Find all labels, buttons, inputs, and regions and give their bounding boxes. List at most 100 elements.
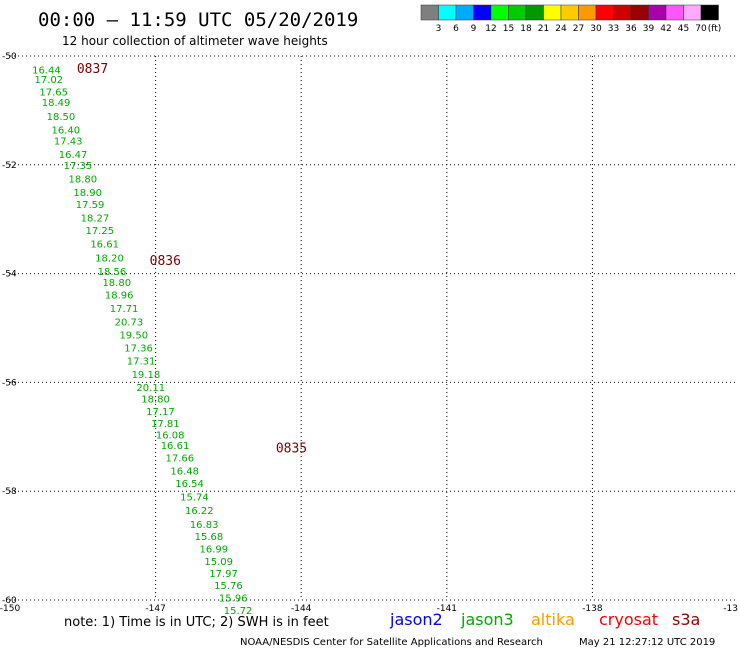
y-tick-label: -54: [2, 270, 17, 280]
color-swatch: [543, 4, 562, 21]
swh-value: 17.36: [124, 344, 153, 355]
satellite-legend: jason2 jason3 altika cryosat s3a: [389, 610, 700, 629]
satellite-legend-cryosat: cryosat: [599, 610, 658, 629]
chart-note: note: 1) Time is in UTC; 2) SWH is in fe…: [64, 615, 329, 630]
swh-value: 16.40: [51, 125, 80, 136]
time-label: 0836: [150, 254, 181, 269]
swh-value: 17.17: [146, 407, 175, 418]
swh-value: 15.72: [224, 606, 253, 617]
color-swatch: [648, 4, 667, 21]
color-swatch: [578, 4, 597, 21]
swh-value: 20.11: [136, 383, 165, 394]
scale-label: 21: [538, 24, 549, 34]
satellite-legend-jason2: jason2: [389, 610, 443, 629]
swh-value: 15.74: [180, 493, 209, 504]
swh-value: 19.50: [119, 331, 148, 342]
swh-value: 17.02: [35, 75, 64, 86]
scale-label: 70: [695, 24, 707, 34]
scale-label: 42: [660, 24, 671, 34]
swh-value: 16.61: [161, 441, 190, 452]
scale-label: 30: [590, 24, 602, 34]
color-swatch: [490, 4, 509, 21]
scale-label: 3: [436, 24, 442, 34]
swh-value: 18.20: [95, 253, 124, 264]
color-swatch: [595, 4, 614, 21]
timestamp-text: May 21 12:27:12 UTC 2019: [579, 637, 715, 648]
chart-subtitle: 12 hour collection of altimeter wave hei…: [62, 34, 328, 48]
satellite-legend-s3a: s3a: [672, 610, 700, 629]
x-tick-label: -141: [437, 604, 457, 614]
y-axis-ticks: -50 -52 -54 -56 -58 -60: [2, 52, 17, 606]
swh-value: 16.83: [190, 520, 219, 531]
color-swatch: [508, 4, 527, 21]
swh-value: 18.96: [105, 290, 134, 301]
color-swatch: [683, 4, 702, 21]
color-swatch: [665, 4, 684, 21]
swh-value: 18.50: [47, 112, 76, 123]
color-swatch: [525, 4, 544, 21]
y-tick-label: -60: [2, 596, 17, 606]
scale-label: 36: [625, 24, 637, 34]
scale-label: 39: [643, 24, 655, 34]
scale-label: 24: [555, 24, 567, 34]
swh-value: 17.25: [85, 226, 114, 237]
swh-value: 15.09: [204, 557, 233, 568]
time-label: 0835: [276, 442, 307, 457]
x-tick-label: -144: [291, 604, 312, 614]
color-swatch: [630, 4, 649, 21]
swh-value: 16.99: [200, 544, 229, 555]
scale-label: 45: [678, 24, 689, 34]
swh-value: 17.59: [76, 200, 105, 211]
satellite-legend-jason3: jason3: [460, 610, 514, 629]
swh-value: 18.80: [102, 278, 131, 289]
swh-value: 16.61: [90, 240, 119, 251]
swh-value: 18.80: [141, 395, 170, 406]
color-swatch: [700, 4, 719, 21]
y-tick-label: -56: [2, 378, 17, 388]
swh-value: 15.68: [195, 532, 224, 543]
color-swatch: [473, 4, 492, 21]
time-label: 0837: [77, 62, 108, 77]
x-tick-label: -150: [0, 604, 20, 614]
swh-value: 16.54: [175, 479, 204, 490]
x-tick-label: -138: [582, 604, 603, 614]
swh-value: 17.97: [209, 569, 238, 580]
color-swatch: [560, 4, 579, 21]
grid: [10, 55, 738, 601]
swh-value: 18.49: [42, 98, 71, 109]
scale-label: 33: [608, 24, 619, 34]
swh-value: 18.27: [81, 214, 110, 225]
swh-value: 17.65: [39, 87, 68, 98]
x-axis-ticks: -150 -147 -144 -141 -138 -13: [0, 604, 738, 614]
scale-label: 9: [471, 24, 477, 34]
chart-title: 00:00 – 11:59 UTC 05/20/2019: [38, 9, 358, 31]
swh-value: 17.66: [166, 453, 195, 464]
credit-text: NOAA/NESDIS Center for Satellite Applica…: [240, 637, 543, 648]
swh-value: 17.35: [64, 161, 93, 172]
swh-value: 16.47: [59, 150, 88, 161]
swh-value: 16.48: [170, 467, 199, 478]
swh-value: 15.96: [219, 593, 248, 604]
swh-value: 17.71: [110, 304, 139, 315]
x-tick-label: -147: [145, 604, 165, 614]
scale-label: 12: [485, 24, 496, 34]
swh-value: 16.08: [156, 431, 185, 442]
color-swatch: [438, 4, 457, 21]
color-swatch: [420, 4, 439, 21]
swh-value: 17.31: [127, 357, 156, 368]
y-tick-label: -50: [2, 52, 17, 62]
swh-value: 19.18: [132, 370, 161, 381]
swh-value: 15.76: [214, 581, 243, 592]
y-tick-label: -58: [2, 487, 17, 497]
scale-label: 18: [520, 24, 532, 34]
color-swatch: [455, 4, 474, 21]
swh-value: 18.56: [98, 267, 127, 278]
color-swatch: [613, 4, 632, 21]
x-tick-label: -13: [723, 604, 738, 614]
swh-value: 18.90: [73, 188, 102, 199]
color-scale-legend: 3 6 9 12 15 18 21 24 27 30 33 36 39 42 45 70 (ft): [420, 4, 721, 34]
swh-value: 16.44: [32, 66, 61, 77]
swh-value: 18.80: [68, 174, 97, 185]
